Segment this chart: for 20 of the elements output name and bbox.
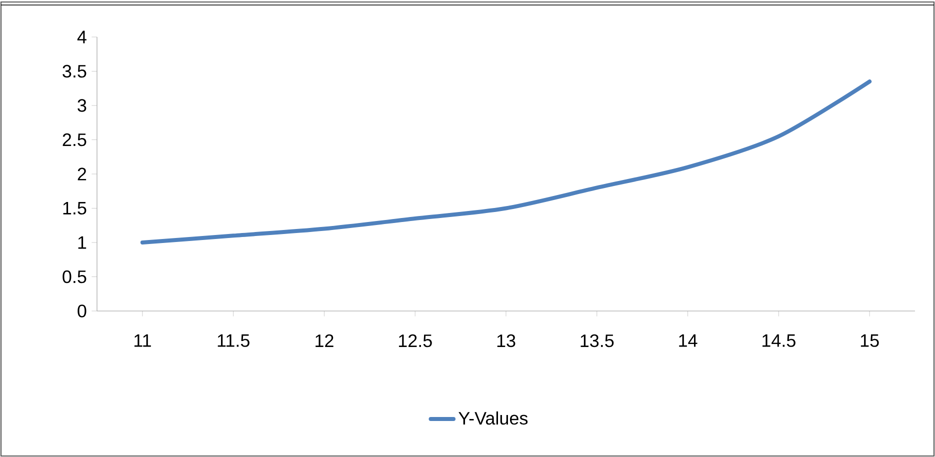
legend-label: Y-Values xyxy=(458,411,528,425)
x-tick-label: 15 xyxy=(860,334,879,347)
y-tick-label: 1.5 xyxy=(63,202,86,215)
y-tick-label: 2 xyxy=(78,168,86,180)
x-tick-label: 12.5 xyxy=(398,334,432,348)
x-tick-label: 11 xyxy=(134,334,151,347)
x-tick-label: 13.5 xyxy=(580,334,614,348)
x-tick-label: 12 xyxy=(316,334,334,347)
line-series xyxy=(140,80,872,244)
x-tick-label: 14 xyxy=(679,334,698,347)
y-tick-label: 3 xyxy=(78,99,86,112)
x-tick-label: 13 xyxy=(497,334,516,348)
y-tick-label: 4 xyxy=(77,30,86,44)
x-tick-label: 14.5 xyxy=(762,334,796,347)
y-tick-label: 1 xyxy=(78,236,86,249)
x-tick-label: 11.5 xyxy=(218,334,250,347)
y-tick-label: 3.5 xyxy=(62,64,86,78)
y-tick-label: 0 xyxy=(78,304,86,318)
y-tick-label: 0.5 xyxy=(62,270,86,284)
y-tick-label: 2.5 xyxy=(62,133,86,146)
